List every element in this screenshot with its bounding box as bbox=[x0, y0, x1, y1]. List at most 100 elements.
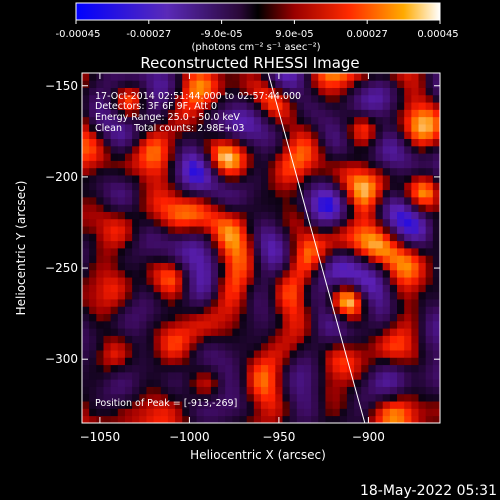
heatmap-pixel bbox=[253, 175, 262, 183]
heatmap-pixel bbox=[368, 94, 376, 103]
heatmap-pixel bbox=[246, 80, 255, 88]
heatmap-pixel bbox=[124, 379, 133, 387]
heatmap-pixel bbox=[282, 379, 291, 387]
heatmap-pixel bbox=[332, 116, 341, 125]
heatmap-pixel bbox=[282, 262, 291, 271]
heatmap-pixel bbox=[404, 408, 412, 417]
heatmap-pixel bbox=[189, 153, 197, 161]
heatmap-pixel bbox=[354, 240, 362, 249]
heatmap-pixel bbox=[153, 386, 162, 395]
heatmap-pixel bbox=[368, 291, 376, 300]
heatmap-pixel bbox=[225, 196, 233, 205]
heatmap-pixel bbox=[397, 167, 405, 176]
heatmap-pixel bbox=[139, 415, 147, 423]
heatmap-pixel bbox=[418, 211, 427, 220]
heatmap-pixel bbox=[82, 291, 90, 300]
heatmap-pixel bbox=[103, 145, 112, 154]
heatmap-pixel bbox=[418, 313, 427, 322]
heatmap-pixel bbox=[404, 182, 412, 191]
heatmap-pixel bbox=[96, 124, 104, 132]
heatmap-pixel bbox=[375, 211, 384, 220]
heatmap-pixel bbox=[117, 379, 126, 387]
heatmap-pixel bbox=[96, 328, 104, 336]
heatmap-pixel bbox=[225, 408, 233, 417]
heatmap-pixel bbox=[261, 255, 269, 263]
heatmap-pixel bbox=[139, 401, 147, 409]
heatmap-pixel bbox=[124, 335, 133, 344]
heatmap-pixel bbox=[411, 138, 419, 147]
heatmap-pixel bbox=[160, 226, 169, 234]
heatmap-pixel bbox=[189, 269, 197, 278]
heatmap-pixel bbox=[339, 189, 348, 198]
heatmap-pixel bbox=[375, 73, 384, 81]
heatmap-pixel bbox=[103, 320, 112, 329]
annotation-clean-counts: Clean Total counts: 2.98E+03 bbox=[95, 123, 244, 134]
heatmap-pixel bbox=[82, 102, 90, 110]
heatmap-pixel bbox=[425, 320, 434, 329]
heatmap-pixel bbox=[96, 94, 104, 103]
heatmap-pixel bbox=[117, 102, 126, 110]
heatmap-pixel bbox=[325, 284, 333, 293]
heatmap-pixel bbox=[382, 262, 391, 271]
heatmap-pixel bbox=[218, 102, 226, 110]
heatmap-pixel bbox=[361, 393, 369, 402]
heatmap-pixel bbox=[103, 87, 112, 96]
heatmap-pixel bbox=[418, 204, 427, 212]
heatmap-pixel bbox=[103, 131, 112, 140]
heatmap-pixel bbox=[82, 189, 90, 198]
heatmap-pixel bbox=[411, 328, 419, 336]
heatmap-pixel bbox=[268, 167, 276, 176]
heatmap-pixel bbox=[132, 306, 140, 315]
heatmap-pixel bbox=[103, 240, 112, 249]
heatmap-pixel bbox=[132, 393, 140, 402]
heatmap-pixel bbox=[361, 167, 369, 176]
heatmap-pixel bbox=[275, 357, 283, 366]
heatmap-pixel bbox=[325, 138, 333, 147]
heatmap-pixel bbox=[189, 335, 197, 344]
heatmap-pixel bbox=[139, 379, 147, 387]
heatmap-pixel bbox=[132, 226, 140, 234]
heatmap-pixel bbox=[275, 80, 283, 88]
heatmap-pixel bbox=[218, 386, 226, 395]
heatmap-pixel bbox=[354, 320, 362, 329]
heatmap-pixel bbox=[296, 131, 305, 140]
heatmap-pixel bbox=[175, 342, 183, 351]
heatmap-pixel bbox=[411, 291, 419, 300]
heatmap-pixel bbox=[117, 328, 126, 336]
heatmap-pixel bbox=[167, 277, 176, 285]
heatmap-pixel bbox=[218, 401, 226, 409]
heatmap-pixel bbox=[296, 116, 305, 125]
heatmap-pixel bbox=[82, 269, 90, 278]
heatmap-pixel bbox=[246, 313, 255, 322]
heatmap-pixel bbox=[139, 182, 147, 191]
heatmap-pixel bbox=[203, 379, 212, 387]
heatmap-pixel bbox=[132, 167, 140, 176]
heatmap-pixel bbox=[146, 364, 154, 373]
heatmap-pixel bbox=[375, 393, 384, 402]
heatmap-pixel bbox=[89, 131, 97, 140]
heatmap-pixel bbox=[218, 335, 226, 344]
heatmap-pixel bbox=[397, 291, 405, 300]
heatmap-pixel bbox=[203, 306, 212, 315]
heatmap-pixel bbox=[153, 284, 162, 293]
heatmap-pixel bbox=[404, 109, 412, 118]
heatmap-pixel bbox=[404, 401, 412, 409]
heatmap-pixel bbox=[103, 277, 112, 285]
heatmap-pixel bbox=[404, 262, 412, 271]
heatmap-pixel bbox=[253, 386, 262, 395]
heatmap-pixel bbox=[354, 167, 362, 176]
y-tick-label: −200 bbox=[45, 170, 78, 184]
heatmap-pixel bbox=[318, 342, 326, 351]
x-tick-label: −900 bbox=[352, 430, 385, 444]
heatmap-pixel bbox=[146, 226, 154, 234]
heatmap-pixel bbox=[354, 248, 362, 256]
heatmap-pixel bbox=[418, 255, 427, 263]
heatmap-pixel bbox=[389, 284, 398, 293]
heatmap-pixel bbox=[389, 291, 398, 300]
heatmap-pixel bbox=[132, 364, 140, 373]
heatmap-pixel bbox=[89, 175, 97, 183]
heatmap-pixel bbox=[160, 386, 169, 395]
heatmap-pixel bbox=[175, 160, 183, 169]
heatmap-pixel bbox=[404, 248, 412, 256]
heatmap-pixel bbox=[354, 175, 362, 183]
